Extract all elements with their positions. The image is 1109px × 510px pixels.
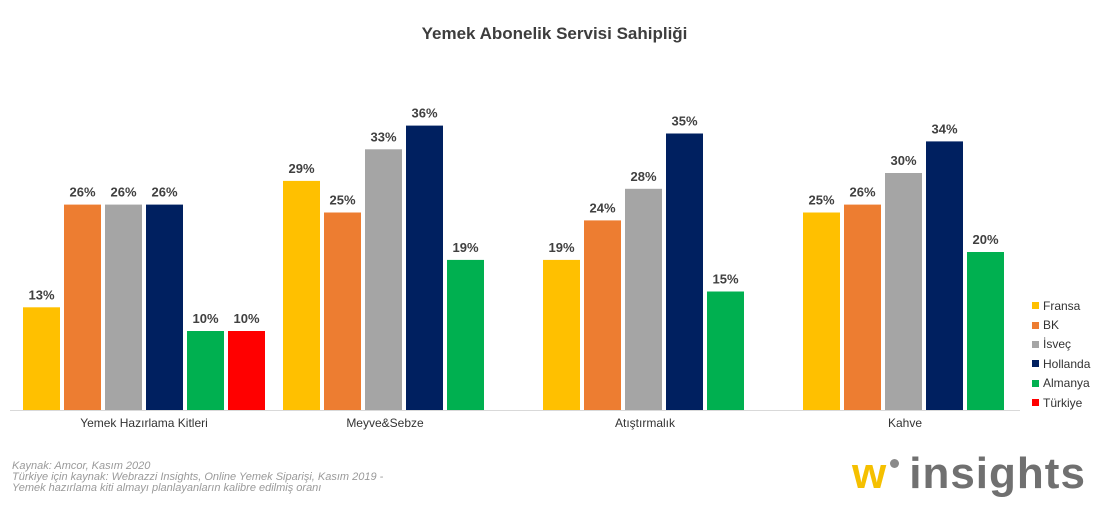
data-label: 26%: [110, 185, 136, 200]
bar: [625, 188, 662, 410]
data-label: 25%: [808, 193, 834, 208]
legend-item: Türkiye: [1032, 393, 1090, 412]
data-label: 34%: [931, 121, 957, 136]
logo-w: w: [852, 449, 887, 498]
bar: [228, 331, 265, 410]
data-label: 19%: [452, 240, 478, 255]
category-label: Kahve: [888, 416, 922, 430]
bar: [187, 331, 224, 410]
data-label: 36%: [411, 106, 437, 121]
data-label: 24%: [589, 200, 615, 215]
data-label: 28%: [630, 169, 656, 184]
bar: [23, 307, 60, 410]
legend-item: BK: [1032, 315, 1090, 334]
legend-item: Fransa: [1032, 296, 1090, 315]
data-label: 29%: [288, 161, 314, 176]
legend-label: Hollanda: [1043, 356, 1091, 371]
bar: [105, 204, 142, 410]
legend-swatch: [1032, 340, 1039, 348]
bar: [365, 149, 402, 411]
legend-label: İsveç: [1043, 337, 1072, 352]
data-label: 26%: [849, 185, 875, 200]
logo-dot-icon: [890, 458, 900, 468]
bar: [885, 173, 922, 410]
bar: [447, 259, 484, 410]
data-label: 13%: [28, 287, 54, 302]
bar: [283, 180, 320, 410]
insights-logo: w insights: [852, 448, 1086, 500]
legend-item: Almanya: [1032, 374, 1090, 393]
data-label: 33%: [370, 129, 396, 144]
source-line: Kaynak: Amcor, Kasım 2020: [12, 460, 151, 472]
bar: [324, 212, 361, 410]
bar: [666, 133, 703, 410]
logo-text: insights: [909, 449, 1086, 498]
bar: [926, 141, 963, 410]
legend-item: İsveç: [1032, 335, 1090, 354]
legend: Fransa BK İsveç Hollanda Almanya Türkiye: [1032, 296, 1090, 412]
legend-label: Almanya: [1043, 376, 1090, 391]
bar: [844, 204, 881, 410]
data-label: 19%: [548, 240, 574, 255]
data-label: 10%: [192, 311, 218, 326]
bar: [543, 259, 580, 410]
category-label: Yemek Hazırlama Kitleri: [80, 416, 208, 430]
bar-chart: 13% 26% 26% 26% 10% 10% Yemek Hazırlama Kitler…: [10, 106, 1020, 430]
source-line: Yemek hazırlama kiti almayı planlayanlar…: [12, 482, 322, 494]
data-label: 30%: [890, 153, 916, 168]
bar: [146, 204, 183, 410]
data-label: 26%: [69, 185, 95, 200]
legend-item: Hollanda: [1032, 354, 1090, 373]
legend-label: Fransa: [1043, 298, 1081, 313]
data-label: 35%: [671, 114, 697, 129]
legend-swatch: [1032, 379, 1039, 387]
bar: [803, 212, 840, 410]
data-label: 15%: [712, 272, 738, 287]
bar: [584, 220, 621, 410]
legend-label: Türkiye: [1043, 395, 1083, 410]
bar: [64, 204, 101, 410]
data-label: 26%: [151, 185, 177, 200]
legend-swatch: [1032, 399, 1039, 407]
source-note: Kaynak: Amcor, Kasım 2020 Türkiye için k…: [12, 461, 383, 494]
bar: [967, 252, 1004, 410]
source-line: Türkiye için kaynak: Webrazzi Insights, …: [12, 471, 384, 483]
legend-swatch: [1032, 302, 1039, 310]
data-label: 10%: [233, 311, 259, 326]
legend-swatch: [1032, 360, 1039, 368]
bar: [707, 291, 744, 410]
category-label: Atıştırmalık: [615, 416, 676, 430]
category-label: Meyve&Sebze: [346, 416, 424, 430]
legend-swatch: [1032, 321, 1039, 329]
chart-title: Yemek Abonelik Servisi Sahipliği: [421, 24, 688, 43]
legend-label: BK: [1043, 318, 1060, 333]
data-label: 25%: [329, 193, 355, 208]
bar: [406, 125, 443, 410]
data-label: 20%: [972, 232, 998, 247]
